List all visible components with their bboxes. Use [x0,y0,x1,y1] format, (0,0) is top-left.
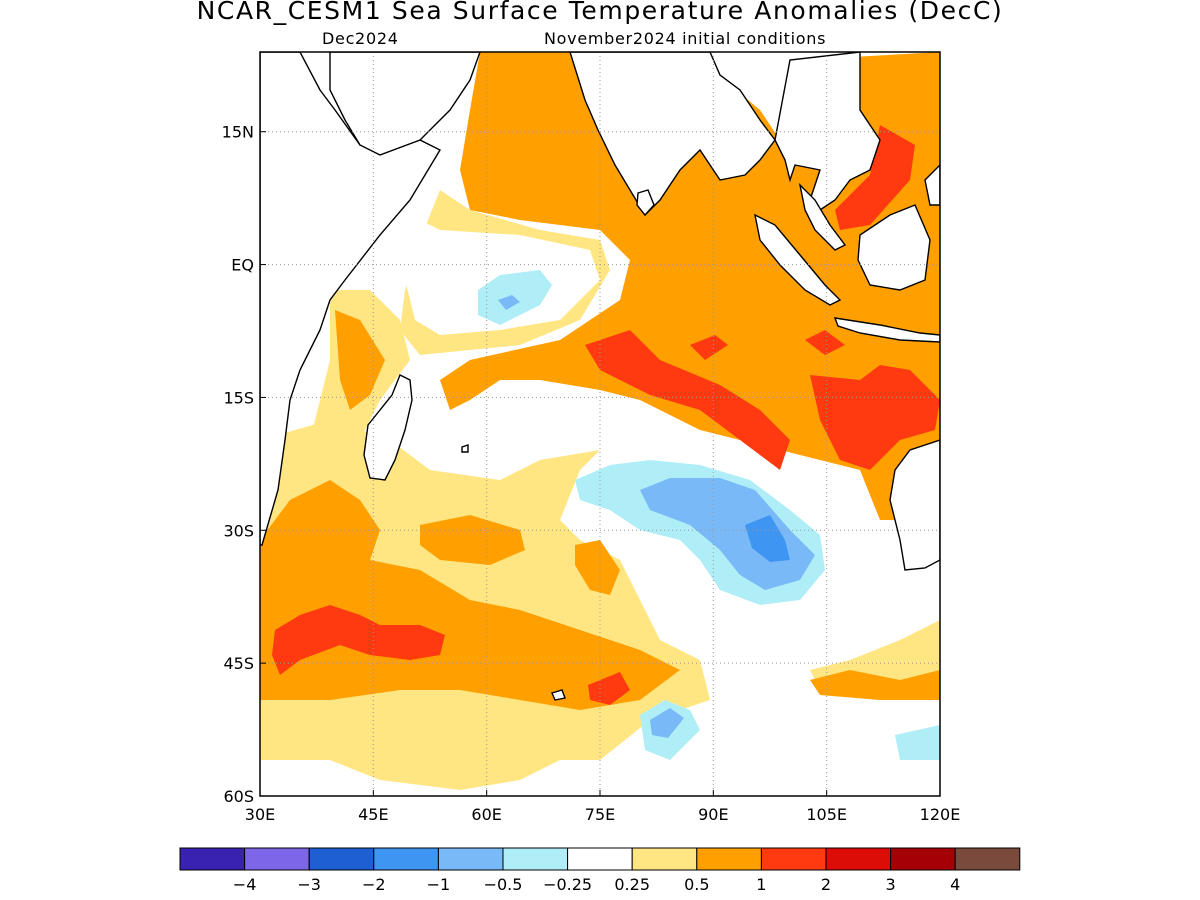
colorbar-label: −1 [427,875,451,894]
anomaly-region-white-eq [395,210,600,335]
lat-tick-label: 45S [223,654,254,673]
anomaly-region-blue-sw [650,708,684,738]
map-grid [260,52,940,796]
land-mauritius [461,444,469,453]
land-india [569,52,776,217]
colorbar-swatch [373,847,439,871]
colorbar-swatch [567,847,633,871]
colorbar-swatch [760,847,827,871]
lat-tick-label: 30S [223,521,254,540]
lon-tick-label: 120E [920,805,961,824]
colorbar-swatch [696,847,762,871]
anomaly-region-cool-eq-core [498,295,520,310]
chart-title: NCAR_CESM1 Sea Surface Temperature Anoma… [196,0,1004,25]
colorbar-swatch [179,847,246,871]
colorbar-label: −0.5 [484,875,523,894]
anomaly-region-red-south [272,605,445,675]
colorbar-swatch [308,847,375,871]
lat-tick-label: 60S [223,787,254,806]
land-sri-lanka [636,189,655,217]
land-kerguelen [551,689,566,701]
colorbar: −4 −3 −2 −1 −0.5 −0.25 0.25 0.5 1 2 3 4 [179,847,1021,894]
colorbar-swatch [502,847,569,871]
axis-ticks: 30E 45E 60E 75E 90E 105E 120E 15N EQ 15S 30S 45S 60S [222,123,961,824]
land-madagascar [363,374,413,481]
colorbar-label: 2 [821,875,831,894]
lon-tick-label: 75E [585,805,615,824]
land-philippines [924,164,940,206]
lon-tick-label: 30E [245,805,275,824]
lat-tick-label: 15N [222,123,254,142]
colorbar-label: −0.25 [543,875,592,894]
anomaly-region-orange-mid [420,515,525,565]
colorbar-label: 4 [950,875,960,894]
land-masses [260,52,940,701]
lon-tick-label: 60E [471,805,501,824]
colorbar-label: −4 [233,875,257,894]
anomaly-region-red-band [585,330,790,470]
lon-tick-label: 45E [358,805,388,824]
colorbar-swatch [954,847,1021,871]
lat-tick-label: EQ [231,256,254,275]
lon-tick-label: 105E [806,805,847,824]
colorbar-label: 1 [756,875,766,894]
colorbar-swatch [890,847,956,871]
colorbar-swatch [437,847,504,871]
colorbar-label: 3 [886,875,896,894]
colorbar-swatch [244,847,310,871]
land-arabia [329,52,481,156]
anomaly-region-blue-core [745,515,790,562]
anomaly-region-cool-eq [478,270,552,325]
colorbar-label: −3 [297,875,321,894]
colorbar-label: −2 [362,875,386,894]
anomaly-region-red-small2 [805,330,845,355]
land-australia [889,439,940,571]
anomaly-region-orange-se [810,670,940,700]
forecast-month: Dec2024 [322,29,399,48]
anomaly-fields [260,52,940,796]
land-malay [798,182,847,251]
colorbar-swatch [631,847,698,871]
land-java [833,317,940,343]
anomaly-region-red-south2 [588,672,630,705]
anomaly-region-red-east [810,365,940,470]
anomaly-region-orange-mid2 [575,540,620,595]
land-indochina [774,52,881,211]
lon-tick-label: 90E [698,805,728,824]
anomaly-region-blue-south [640,478,815,590]
initial-conditions: November2024 initial conditions [544,29,827,48]
colorbar-label: 0.25 [614,875,650,894]
land-borneo [857,204,931,291]
anomaly-region-orange-coast [335,310,385,410]
anomaly-region-red-scs [835,125,915,230]
colorbar-swatch [825,847,892,871]
lat-tick-label: 15S [223,388,254,407]
land-sumatra [754,213,842,306]
anomaly-region-red-small [690,335,728,360]
colorbar-label: 0.5 [684,875,709,894]
anomaly-region-cool-se [895,725,940,760]
land-africa [260,52,441,546]
